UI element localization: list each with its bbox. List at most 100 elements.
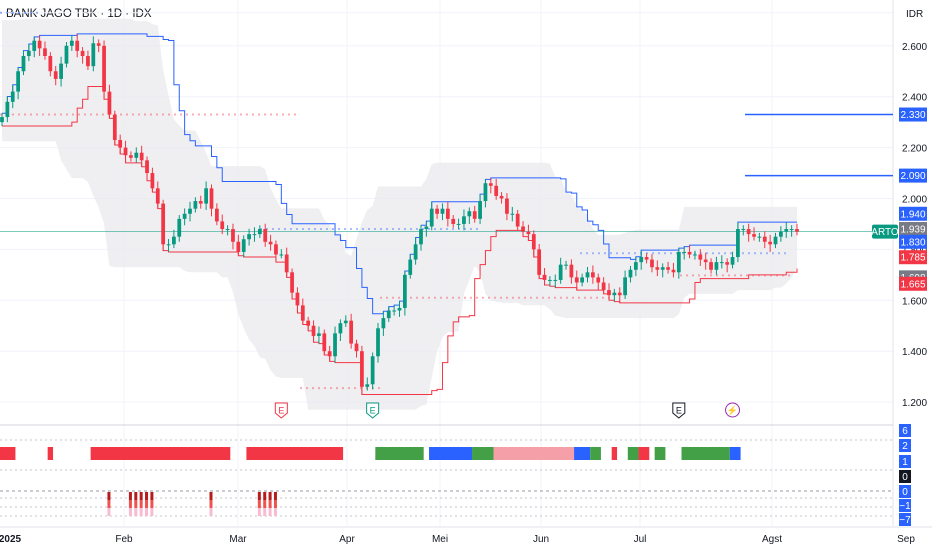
lower-channel-line (2, 86, 798, 395)
candle-body (236, 241, 241, 252)
cloud-area (2, 18, 797, 410)
event-marker[interactable]: ⚡ (725, 402, 741, 418)
candle-body (360, 351, 364, 387)
indicator-tick-tag (899, 470, 911, 483)
event-markers[interactable]: E E E ⚡ (274, 402, 741, 419)
indicator-segment (429, 447, 473, 460)
event-marker[interactable]: E (274, 402, 288, 419)
candle-body (295, 292, 300, 306)
price-tag (899, 222, 927, 237)
event-marker[interactable]: E (366, 402, 380, 419)
indicator-tick-label: 2 (902, 441, 908, 452)
candle-body (64, 45, 69, 64)
indicator-segment (493, 447, 515, 460)
candle-body (795, 229, 799, 232)
candle-body (322, 333, 327, 352)
candle-body (553, 279, 558, 281)
candle-body (660, 267, 665, 270)
candle-body (75, 40, 80, 51)
candle-body (214, 208, 219, 222)
signal-bar (209, 492, 213, 500)
signal-bar (268, 492, 272, 500)
indicator-pane (0, 439, 893, 517)
price-tag (899, 276, 927, 291)
event-label: E (370, 406, 376, 416)
time-axis[interactable]: 2025 Feb Mar Apr Mei Jun Jul Agst Sep (0, 534, 915, 545)
candle-body (757, 236, 762, 238)
candle-body (220, 221, 225, 230)
indicator-segment (246, 447, 344, 460)
candle-body (306, 320, 311, 326)
signal-bar (257, 500, 261, 508)
candle-body (209, 188, 214, 209)
signal-bar (150, 492, 154, 500)
signal-bar (263, 508, 267, 516)
candle-body (118, 139, 123, 148)
candle-body (96, 43, 101, 46)
candle-body (376, 328, 380, 357)
candle-body (102, 45, 106, 92)
event-marker[interactable]: E (672, 402, 686, 419)
candle-body (349, 320, 354, 344)
candle-body (564, 264, 568, 266)
candle-body (408, 259, 413, 275)
indicator-segment (47, 447, 54, 460)
price-tick-label: 1.600 (902, 296, 927, 307)
candle-body (633, 262, 638, 270)
indicator-segment (472, 447, 494, 460)
cloud-band (2, 18, 797, 410)
candle-body (150, 173, 155, 189)
candle-body (172, 236, 176, 245)
candle-body (182, 213, 187, 219)
time-tick-label: Feb (115, 534, 133, 545)
signal-bar (145, 492, 149, 500)
candle-body (32, 40, 37, 51)
signal-bar (139, 500, 143, 508)
candle-body (483, 183, 488, 202)
price-tick-label: 2.200 (902, 144, 927, 155)
signal-bar (209, 508, 213, 516)
candle-body (37, 40, 42, 49)
candle-body (445, 208, 450, 219)
candle-body (537, 249, 542, 275)
candle-body (746, 229, 751, 235)
candle-body (515, 213, 520, 227)
signal-bar (263, 492, 267, 500)
price-tick-label: 1.400 (902, 347, 927, 358)
candle-body (91, 43, 96, 67)
time-tick-label: Jul (634, 534, 647, 545)
indicator-segment (375, 447, 424, 460)
price-tick-label: 2.000 (902, 195, 927, 206)
candle-body (123, 147, 128, 156)
signal-bar (268, 508, 272, 516)
candle-body (607, 290, 611, 296)
signal-bar (134, 508, 138, 516)
candle-body (204, 188, 209, 204)
candle-body (198, 201, 203, 204)
candle-body (531, 234, 536, 250)
candle-body (279, 254, 284, 256)
time-tick-label: Apr (339, 534, 355, 545)
candle-body (467, 211, 472, 217)
price-axis[interactable]: 62100−1−72.6002.4002.2002.0001.8001.6001… (871, 42, 927, 526)
candle-body (639, 257, 644, 263)
candle-body (145, 160, 149, 174)
candle-body (386, 310, 391, 319)
signal-bar (139, 508, 143, 516)
signal-bar (128, 492, 132, 500)
price-tag-label: 1.785 (900, 253, 925, 264)
candle-body (402, 274, 407, 308)
signal-bar (145, 500, 149, 508)
signal-bar (273, 508, 277, 516)
candle-body (112, 114, 117, 140)
candle-body (48, 55, 53, 72)
signal-bar (150, 508, 154, 516)
candle-body (682, 251, 687, 253)
candle-body (435, 208, 439, 214)
signal-bar (128, 508, 132, 516)
candle-body (462, 216, 466, 224)
event-badge (366, 402, 380, 419)
indicator-tick-tag (899, 439, 911, 452)
candle-body (311, 325, 316, 336)
